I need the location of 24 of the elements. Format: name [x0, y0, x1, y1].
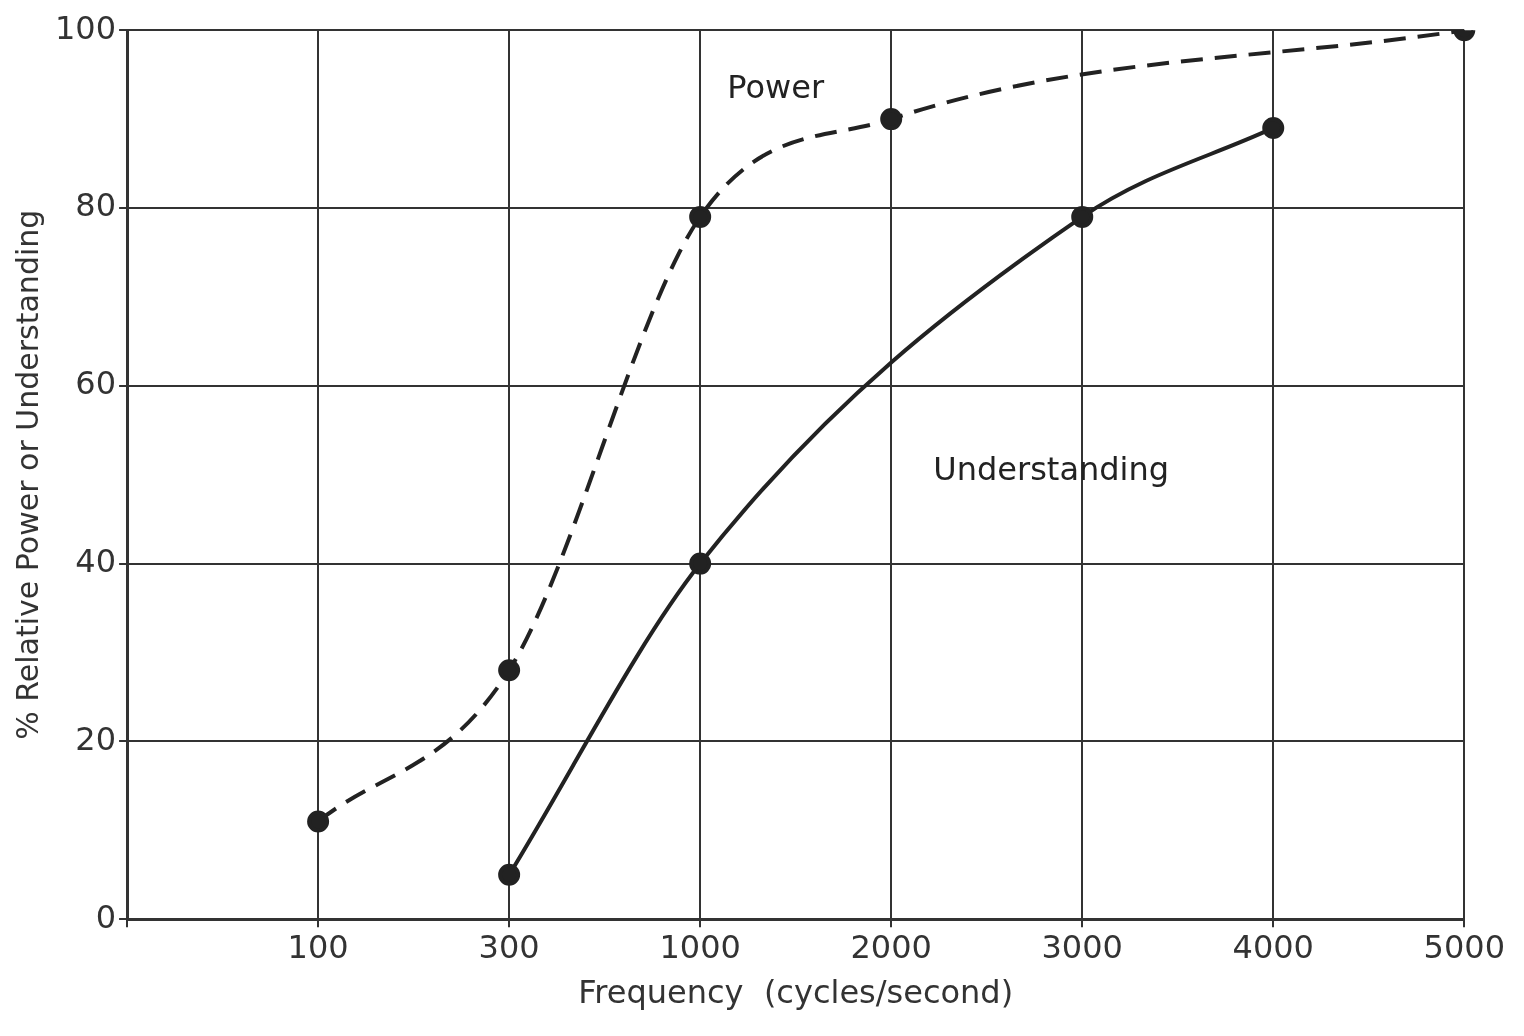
y-axis-title: % Relative Power or Understanding — [9, 209, 45, 740]
x-tick-label: 100 — [287, 927, 349, 966]
x-tick-label: 300 — [478, 927, 540, 966]
x-tick-label: 2000 — [850, 927, 932, 966]
point — [1071, 205, 1094, 228]
y-tick-label: 60 — [75, 364, 117, 403]
point — [689, 552, 712, 575]
point — [307, 810, 330, 833]
point — [498, 863, 521, 886]
x-tick-label: 3000 — [1041, 927, 1123, 966]
point — [1262, 116, 1285, 139]
y-tick-label: 20 — [75, 719, 117, 758]
x-tick-label: 1000 — [659, 927, 741, 966]
x-tick-label: 4000 — [1232, 927, 1314, 966]
series-label: Power — [727, 68, 825, 106]
x-tick-label: 5000 — [1423, 927, 1505, 966]
point — [498, 659, 521, 682]
y-tick-label: 0 — [95, 897, 117, 936]
y-tick-label: 100 — [55, 8, 117, 47]
x-axis-title: Frequency (cycles/second) — [578, 973, 1014, 1012]
y-tick-label: 40 — [75, 541, 117, 580]
point — [689, 205, 712, 228]
point — [880, 108, 903, 131]
y-tick-label: 80 — [75, 186, 117, 225]
